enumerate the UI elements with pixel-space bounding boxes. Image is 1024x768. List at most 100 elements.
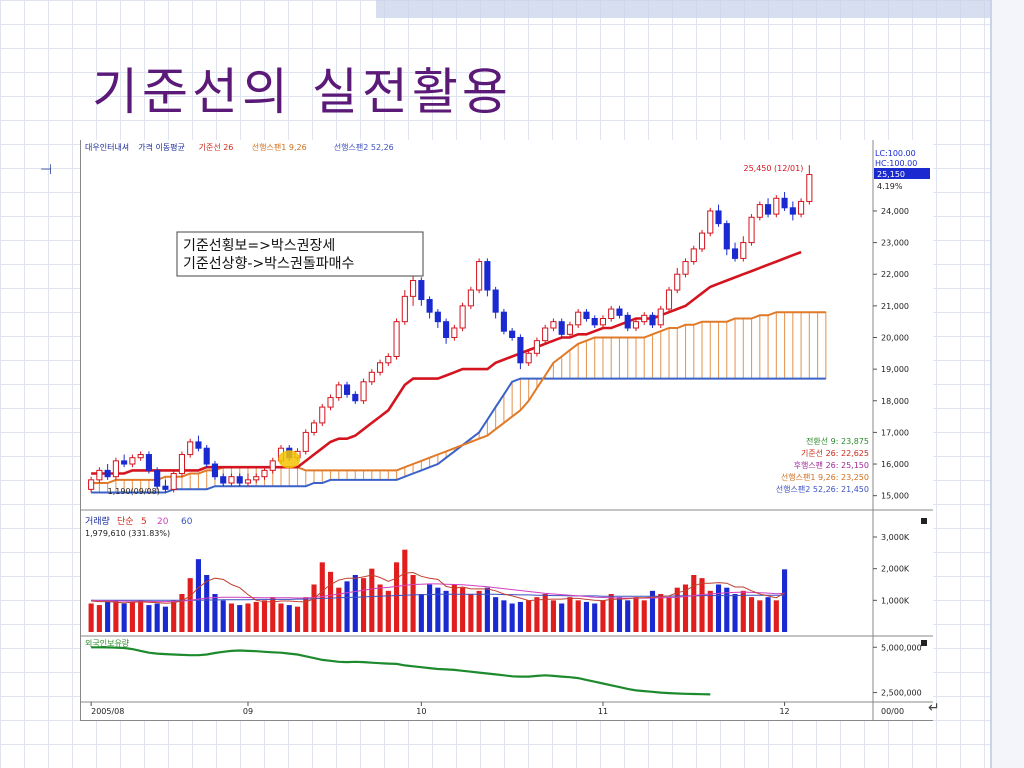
candle-body [533, 340, 540, 354]
candle-body [401, 295, 408, 323]
volume-bar [402, 549, 408, 632]
volume-bar [179, 594, 185, 632]
annotation-box [176, 231, 424, 277]
candle-body [426, 299, 433, 313]
price-tick-label: 24,000 [881, 207, 909, 216]
volume-bar [377, 584, 383, 632]
candle-body [434, 311, 441, 323]
volume-bar [666, 597, 672, 632]
annotation-line: 기준선상향->박스권돌파매수 [183, 256, 354, 272]
volume-bar [245, 603, 251, 632]
volume-bar [146, 605, 152, 632]
candle-body [170, 473, 177, 490]
candle-body [492, 289, 499, 313]
candle-body [410, 280, 417, 297]
candle-body [178, 454, 185, 475]
candle-body [162, 485, 169, 490]
volume-legend-item: 단순 [117, 516, 134, 527]
price-tick-label: 18,000 [881, 397, 909, 406]
kijun-line [91, 250, 802, 475]
candle-body [632, 321, 640, 329]
volume-bar [410, 575, 416, 632]
candle-body [104, 469, 111, 478]
candle-body [665, 289, 673, 310]
candle-body [112, 460, 119, 478]
leading-span2-line [91, 377, 826, 494]
volume-bar [261, 600, 268, 632]
volume-bar [773, 600, 779, 632]
volume-bar [649, 590, 656, 632]
volume-tick-label: 1,000K [881, 596, 910, 605]
volume-bar [212, 594, 218, 632]
volume-bar [476, 590, 482, 632]
time-tick-label: 2005/08 [91, 707, 124, 716]
volume-bar [707, 590, 713, 632]
candle-body [360, 381, 367, 402]
volume-bar [740, 590, 746, 632]
volume-bar [187, 578, 193, 632]
volume-bar [732, 594, 738, 632]
candle-body [393, 321, 400, 357]
annotation-line: 기준선횡보=>박스권장세 [183, 238, 335, 254]
ichimoku-info-label: 선행스팬1 9,26: 23,250 [781, 472, 869, 482]
candle-body [129, 457, 136, 465]
volume-bar [625, 600, 631, 632]
volume-bar [583, 601, 590, 632]
volume-bar [121, 603, 127, 632]
price-legend-item: 가격 이동평균 [138, 142, 185, 152]
candle-body [525, 352, 532, 364]
candle-body [484, 261, 491, 291]
candle-body [211, 463, 219, 478]
volume-tick-label: 2,000K [881, 565, 910, 574]
volume-bar [154, 603, 160, 632]
candle-body [385, 355, 392, 364]
volume-ma20-line [91, 583, 785, 603]
volume-bar [517, 601, 523, 632]
candle-body [443, 321, 450, 338]
volume-bar [691, 575, 697, 632]
volume-bar [460, 587, 466, 632]
volume-bar [542, 594, 548, 632]
volume-bar [715, 584, 722, 632]
candle-body [781, 197, 788, 209]
volume-bar [699, 578, 705, 632]
volume-bar [550, 600, 556, 632]
volume-bar [360, 578, 367, 632]
volume-bar [748, 597, 755, 632]
candle-body [310, 422, 318, 433]
foreign-tick-label: 2,500,000 [881, 689, 922, 698]
volume-bar [394, 562, 400, 632]
volume-bar [493, 597, 499, 632]
volume-bar [567, 597, 573, 632]
candle-body [467, 289, 474, 307]
side-bullet-mark: ⊣ [40, 162, 53, 178]
candle-body [368, 371, 375, 383]
volume-bar [682, 584, 689, 632]
volume-bar [352, 575, 358, 632]
volume-bar [724, 587, 730, 632]
candle-body [707, 210, 714, 234]
candle-body [608, 308, 615, 320]
foreign-panel-handle [921, 640, 927, 646]
volume-bar [559, 603, 565, 632]
candle-body [624, 314, 631, 329]
stock-chart-frame: 대우인터내셔 가격 이동평균 기준선 26 선행스팬1 9,26 선행스팬2 52,26… [80, 140, 933, 721]
candle-body [352, 393, 359, 402]
candle-body [244, 479, 252, 484]
candle-body [269, 460, 276, 471]
volume-bar [369, 568, 375, 632]
volume-bar [220, 600, 226, 632]
volume-current-label: 1,979,610 (331.83%) [85, 529, 170, 538]
volume-bar [129, 601, 135, 632]
volume-bar [327, 571, 334, 632]
candle-body [542, 327, 549, 342]
time-tick-label: 10 [416, 707, 426, 716]
volume-bar [443, 590, 449, 632]
volume-bar [633, 597, 639, 632]
volume-bar [319, 562, 325, 632]
candle-body [690, 248, 697, 263]
candle-body [641, 314, 648, 323]
volume-bar [113, 600, 119, 632]
volume-legend-item: 60 [181, 517, 193, 527]
volume-bar [303, 597, 309, 632]
